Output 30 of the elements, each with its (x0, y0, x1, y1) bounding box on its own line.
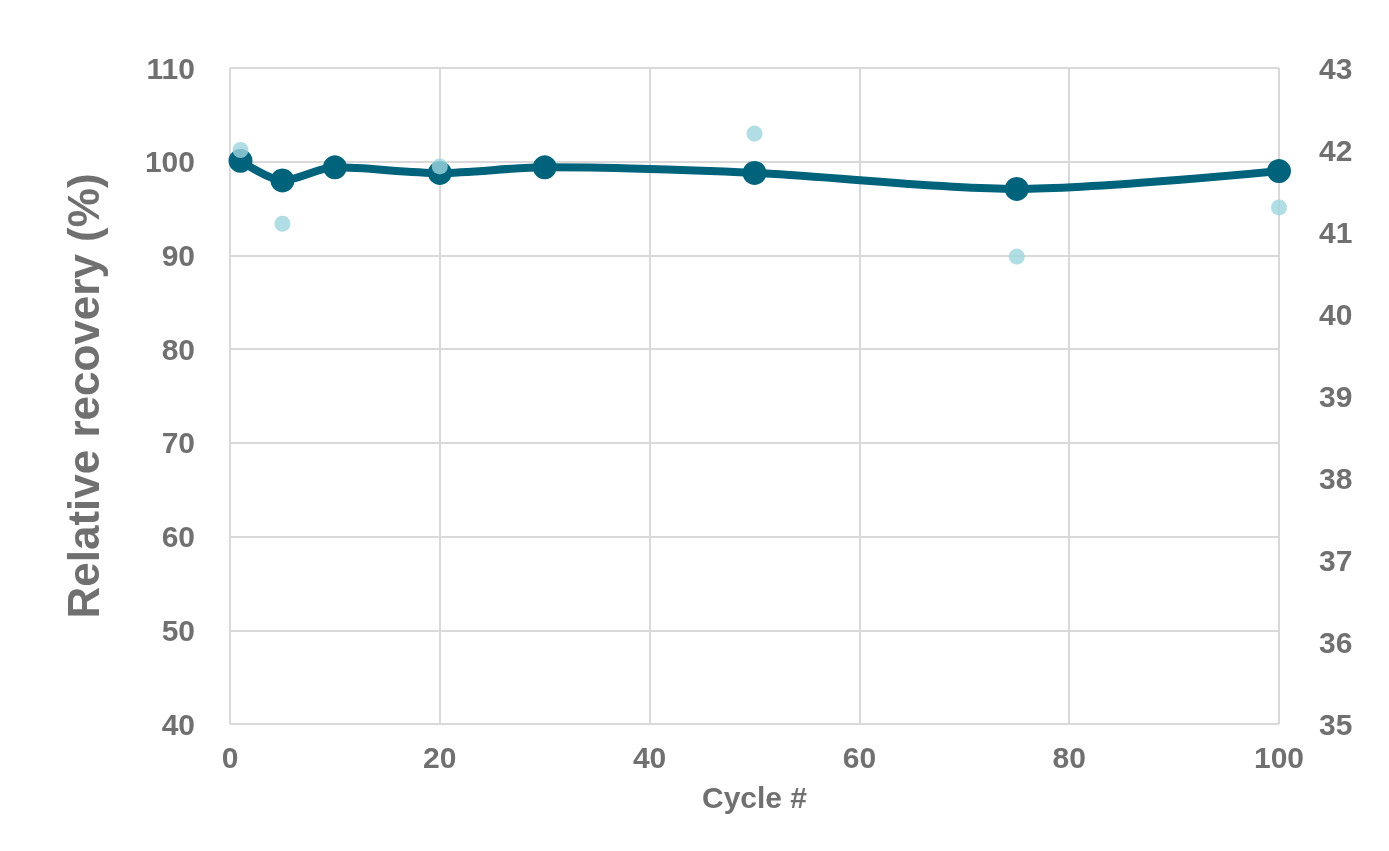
y-tick-label: 50 (161, 613, 195, 647)
x-tick-label: 100 (1253, 740, 1305, 774)
y2-tick-label: 37 (1319, 543, 1353, 577)
y-tick-label: 60 (161, 520, 195, 554)
x-tick-label: 40 (632, 740, 667, 774)
y2-tick-label: 35 (1319, 707, 1353, 741)
y-tick-label: 90 (161, 238, 195, 272)
y-axis-title: Relative recovery (%) (58, 173, 108, 619)
y-tick-label: 80 (161, 332, 195, 366)
y2-tick-label: 42 (1319, 133, 1353, 167)
y-tick-label: 110 (146, 51, 195, 85)
x-tick-label: 60 (842, 740, 877, 774)
y2-tick-label: 43 (1319, 51, 1353, 85)
y2-tick-label: 39 (1319, 379, 1353, 413)
y-tick-label: 70 (161, 426, 195, 460)
y2-tick-label: 40 (1319, 297, 1353, 331)
point (232, 142, 249, 158)
point (1008, 248, 1025, 265)
x-tick-label: 20 (423, 740, 457, 774)
x-axis-title: Cycle # (701, 780, 808, 814)
point (746, 125, 763, 142)
y-tick-label: 100 (144, 145, 195, 179)
y2-tick-label: 41 (1319, 215, 1353, 249)
x-tick-label: 0 (221, 740, 239, 774)
point (274, 215, 291, 232)
y-tick-label: 40 (161, 707, 195, 741)
x-tick-label: 80 (1052, 740, 1086, 774)
point (1271, 199, 1287, 216)
y2-tick-label: 38 (1319, 461, 1353, 495)
y2-tick-label: 36 (1319, 625, 1353, 659)
